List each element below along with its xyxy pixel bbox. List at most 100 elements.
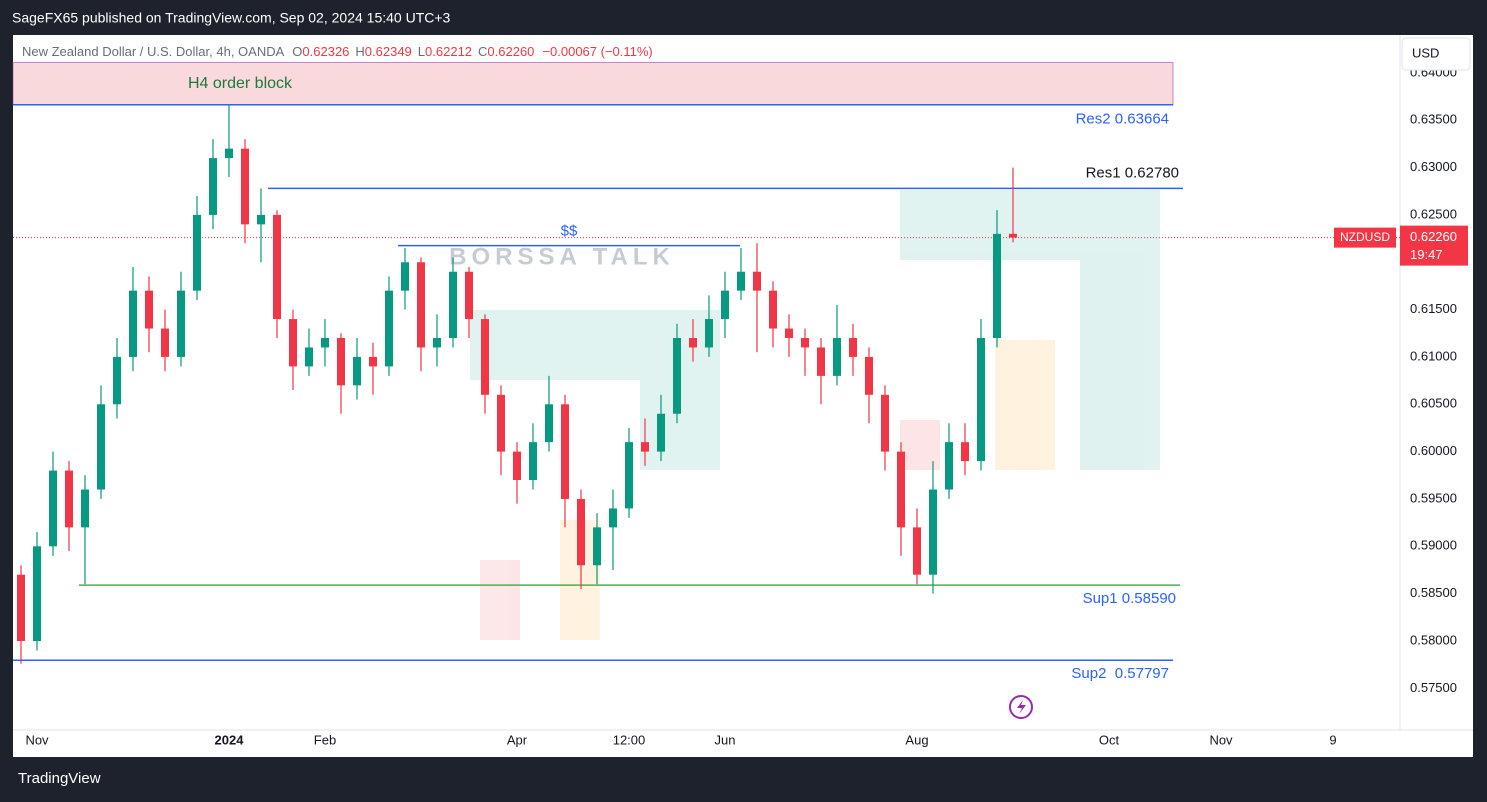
symbol-label: NZDUSD [1340, 230, 1390, 244]
candle-body [305, 347, 313, 367]
candle-body [753, 271, 761, 291]
candle-body [865, 356, 873, 395]
ohlc-value: 0.62349 [365, 44, 412, 59]
countdown: 19:47 [1410, 247, 1443, 262]
candle-body [641, 442, 649, 452]
candle-body [577, 498, 585, 566]
y-tick-label: 0.61500 [1410, 301, 1457, 316]
candle-body [289, 319, 297, 367]
alert-icon[interactable] [1009, 695, 1033, 719]
candle-body [401, 262, 409, 291]
candle-body [897, 451, 905, 528]
candle-body [369, 356, 377, 367]
candle-body [817, 347, 825, 376]
y-tick-label: 0.61000 [1410, 348, 1457, 363]
ohlc-key: O [292, 44, 302, 59]
candle-body [177, 290, 185, 357]
y-tick-label: 0.60500 [1410, 396, 1457, 411]
x-tick-label: Nov [25, 732, 49, 747]
order-block [12, 62, 1174, 106]
candle-body [209, 158, 217, 215]
candle-body [993, 233, 1001, 338]
x-tick-label: Apr [507, 732, 528, 747]
chart-area [13, 35, 1473, 757]
candle-body [977, 337, 985, 462]
candle-body [689, 337, 697, 348]
y-tick-label: 0.63000 [1410, 159, 1457, 174]
candle-body [129, 290, 137, 357]
candle-body [81, 489, 89, 528]
y-tick-label: 0.63500 [1410, 112, 1457, 127]
candle-body [113, 356, 121, 405]
candle-body [17, 574, 25, 641]
x-tick-label: 12:00 [613, 732, 646, 747]
candle-body [353, 356, 361, 386]
candle-body [785, 328, 793, 338]
y-tick-label: 0.60000 [1410, 443, 1457, 458]
x-tick-label: 2024 [215, 732, 245, 747]
candle-body [721, 290, 729, 320]
currency-label: USD [1412, 45, 1439, 60]
candle-body [241, 148, 249, 225]
candle-body [97, 404, 105, 490]
change: −0.00067 (−0.11%) [542, 44, 652, 59]
price-label: 0.62260 [1410, 229, 1457, 244]
candle-body [225, 148, 233, 159]
alert-bolt [1017, 700, 1026, 714]
ohlc-value: 0.62326 [302, 44, 349, 59]
symbol-title: New Zealand Dollar / U.S. Dollar, 4h, OA… [22, 44, 285, 59]
x-tick-label: Jun [715, 732, 736, 747]
candle-body [65, 470, 73, 528]
publish-info: SageFX65 published on TradingView.com, S… [12, 10, 451, 26]
candle-body [385, 290, 393, 367]
x-tick-label: Feb [314, 732, 336, 747]
x-tick-label: Aug [905, 732, 928, 747]
ohlc-value: 0.62212 [425, 44, 472, 59]
candle-body [609, 508, 617, 528]
candle-body [529, 442, 537, 481]
candle-body [449, 271, 457, 338]
symbol-tag [1334, 227, 1396, 248]
candle-body [705, 319, 713, 348]
candle-body [961, 442, 969, 462]
level-label: Sup1 0.58590 [1083, 590, 1176, 607]
y-tick-label: 0.58500 [1410, 585, 1457, 600]
ohlc-key: L [418, 44, 425, 59]
candle-body [545, 404, 553, 443]
candle-body [801, 337, 809, 348]
candle-body [433, 337, 441, 348]
candle-body [481, 319, 489, 395]
brand: TradingView [18, 770, 101, 787]
candle-body [337, 337, 345, 386]
y-tick-label: 0.59000 [1410, 538, 1457, 553]
x-tick-label: Nov [1209, 732, 1233, 747]
candle-body [913, 527, 921, 575]
currency-button[interactable] [1401, 37, 1471, 71]
y-tick-label: 0.57500 [1410, 680, 1457, 695]
x-tick-label: 9 [1329, 732, 1336, 747]
candle-body [769, 290, 777, 329]
ohlc-legend: New Zealand Dollar / U.S. Dollar, 4h, OA… [22, 44, 653, 59]
price-tag [1400, 225, 1468, 266]
ohlc-value: 0.62260 [487, 44, 534, 59]
level-label: Sup2 0.57797 [1071, 665, 1169, 682]
y-tick-label: 0.62500 [1410, 206, 1457, 221]
candle-body [49, 470, 57, 547]
y-tick-label: 0.59500 [1410, 490, 1457, 505]
candle-body [561, 404, 569, 499]
order-block-label: H4 order block [188, 75, 293, 92]
watermark-text: BORSSA TALK [449, 243, 675, 270]
candle-body [881, 394, 889, 452]
y-tick-label: 0.58000 [1410, 632, 1457, 647]
level-label: Res2 0.63664 [1076, 111, 1169, 128]
candle-body [945, 442, 953, 490]
candle-body [33, 546, 41, 641]
candle-body [465, 271, 473, 320]
candle-body [257, 214, 265, 225]
candle-body [273, 214, 281, 320]
candle-body [849, 337, 857, 357]
candle-body [321, 337, 329, 348]
ohlc-key: H [355, 44, 364, 59]
